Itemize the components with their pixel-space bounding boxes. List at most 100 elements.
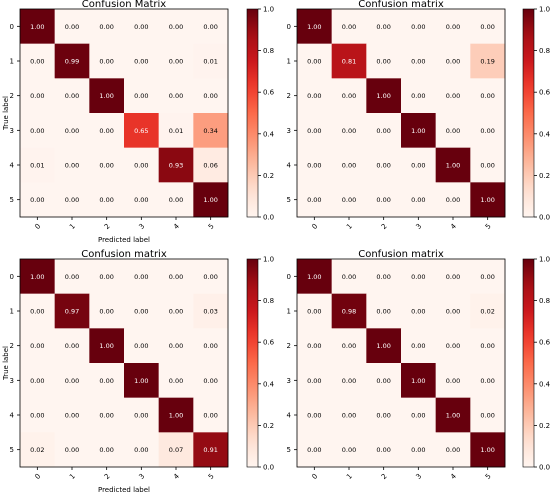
cell-value-label: 0.00 [65,446,79,454]
cell-value-label: 0.97 [65,308,79,316]
heatmap-cell [366,432,402,468]
heatmap-cell [435,43,471,79]
cell-value-label: 0.00 [169,196,183,204]
cell-value-label: 0.00 [30,58,44,66]
cell-value-label: 0.00 [65,377,79,385]
cell-value-label: 0.93 [169,162,183,170]
heatmap-cell [470,293,506,329]
colorbar-tick-label: 1.0 [539,6,550,14]
cell-value-label: 1.00 [203,196,217,204]
x-tick-label: 4 [449,222,458,231]
plot-frame [19,258,229,468]
cell-value-label: 0.00 [411,446,425,454]
heatmap-cell [435,147,471,183]
heatmap-cell [366,293,402,329]
heatmap-cell [124,43,159,79]
cell-value-label: 0.00 [411,342,425,350]
heatmap-cell [193,182,229,218]
cell-value-label: 0.00 [307,196,321,204]
heatmap-cell [435,9,471,44]
cell-value-label: 0.00 [376,308,390,316]
cell-value-label: 0.00 [169,23,183,31]
colorbar-tick-label: 1.0 [539,256,550,264]
cell-value-label: 0.00 [99,23,113,31]
colorbar-tick-label: 0.2 [539,172,550,180]
cell-value-label: 0.00 [480,273,494,281]
cell-value-label: 0.00 [30,196,44,204]
cell-value-label: 0.01 [203,58,217,66]
heatmap-cell [435,293,471,329]
colorbar [246,258,259,468]
cell-value-label: 0.00 [342,23,356,31]
colorbar-tick-label: 0.0 [263,464,274,472]
heatmap-cell [297,363,332,398]
heatmap-cell [366,9,402,44]
cell-value-label: 0.00 [30,308,44,316]
cell-value-label: 0.00 [134,58,148,66]
cell-value-label: 0.00 [307,92,321,100]
x-tick-label: 3 [415,472,424,481]
heatmap-cell [331,147,367,183]
heatmap-cell [435,259,471,294]
x-tick-label: 2 [103,222,112,231]
heatmap-cell [193,9,229,44]
heatmap-cell [297,259,332,294]
cell-value-label: 0.00 [411,196,425,204]
heatmap-cell [331,363,367,398]
heatmap-cell [297,328,332,364]
heatmap-cell [331,259,367,294]
colorbar-tick-label: 0.6 [263,89,275,97]
x-tick-label: 1 [345,222,354,231]
colorbar-tick-label: 0.8 [539,297,550,305]
cell-value-label: 0.00 [342,446,356,454]
cell-value-label: 0.03 [203,308,217,316]
heatmap-cell [193,363,229,398]
cell-value-label: 0.00 [342,377,356,385]
y-tick-label: 0 [287,23,291,31]
cell-value-label: 0.34 [203,127,217,135]
heatmap-cell [331,293,367,329]
y-tick-label: 3 [287,377,291,385]
cell-value-label: 0.00 [446,23,460,31]
cell-value-label: 0.00 [134,273,148,281]
colorbar-tick-label: 0.8 [539,47,550,55]
cell-value-label: 0.00 [446,308,460,316]
cell-value-label: 0.00 [65,273,79,281]
y-tick-label: 0 [287,273,291,281]
cell-value-label: 0.00 [480,127,494,135]
heatmap-cell [124,147,159,183]
y-tick-label: 4 [10,412,15,420]
heatmap-cell [89,182,125,218]
heatmap-cell [20,259,55,294]
heatmap-cell [435,328,471,364]
cell-value-label: 1.00 [134,377,148,385]
colorbar-tick-label: 0.4 [539,130,550,138]
heatmap-cell [366,113,402,148]
heatmap-cell [297,9,332,44]
cell-value-label: 0.00 [134,342,148,350]
cell-value-label: 0.00 [169,92,183,100]
heatmap-cell [20,328,55,364]
cell-value-label: 1.00 [30,23,44,31]
y-axis-label: True label [2,96,10,131]
cell-value-label: 0.99 [65,58,79,66]
cell-value-label: 0.91 [203,446,217,454]
colorbar [522,258,535,468]
cell-value-label: 0.06 [203,162,217,170]
heatmap-cell [193,113,229,148]
heatmap-cell [331,113,367,148]
heatmap-cell [158,147,194,183]
y-tick-label: 2 [10,92,14,100]
cell-value-label: 1.00 [307,273,321,281]
heatmap-cell [297,182,332,218]
cell-value-label: 0.00 [376,377,390,385]
heatmap-cell [158,78,194,114]
heatmap-cell [158,9,194,44]
heatmap-cell [20,78,55,114]
colorbar-tick-label: 0.4 [263,130,275,138]
cell-value-label: 0.00 [307,377,321,385]
heatmap-cell [89,293,125,329]
